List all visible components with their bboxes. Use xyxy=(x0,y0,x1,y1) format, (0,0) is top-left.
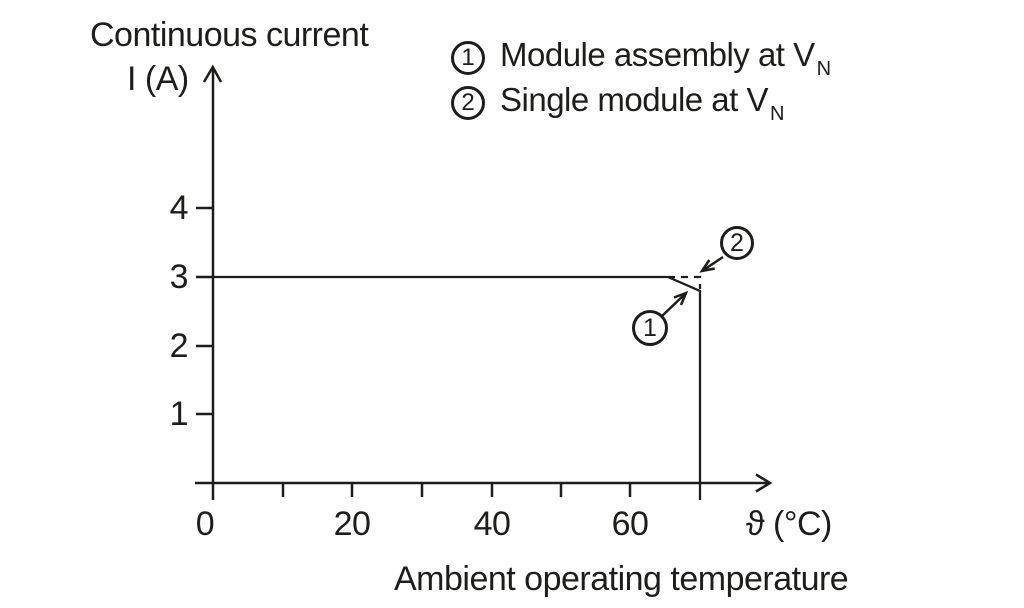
x-tick-label-0: 0 xyxy=(195,505,215,543)
x-axis-title: Ambient operating temperature xyxy=(394,560,849,598)
y-axis-title-line2: I (A) xyxy=(127,60,189,98)
x-tick-label-40: 40 xyxy=(473,505,511,543)
legend-label-subscript: N xyxy=(770,103,784,125)
y-axis xyxy=(196,64,223,500)
x-axis xyxy=(195,473,773,497)
curve-module-assembly xyxy=(213,275,702,500)
legend-label-text: Module assembly at V xyxy=(500,36,815,73)
legend-label-subscript: N xyxy=(816,58,831,80)
y-axis-title-line1: Continuous current xyxy=(90,16,369,54)
x-tick-label-60: 60 xyxy=(611,505,649,543)
x-axis-arrowhead xyxy=(755,473,773,493)
callout-2-marker: 2 xyxy=(720,226,754,260)
callout-1-arrow xyxy=(661,290,689,317)
callout-1-marker: 1 xyxy=(632,310,668,346)
curve-single-module-dashed xyxy=(668,275,702,289)
legend-marker-1-icon: 1 xyxy=(451,40,485,75)
legend-label-text: Single module at V xyxy=(500,81,769,118)
callout-1-arrowhead xyxy=(673,290,689,306)
callout-2-arrow xyxy=(699,255,724,273)
x-axis-unit-label: ϑ (°C) xyxy=(746,505,832,543)
x-tick-label-20: 20 xyxy=(333,505,371,543)
y-tick-label-2: 2 xyxy=(169,327,189,365)
y-tick-label-3: 3 xyxy=(169,258,189,296)
y-tick-label-1: 1 xyxy=(169,395,189,433)
y-axis-arrowhead xyxy=(202,64,223,83)
y-tick-label-4: 4 xyxy=(169,189,189,227)
legend-marker-2-icon: 2 xyxy=(451,85,485,120)
callout-2-arrowhead xyxy=(699,259,715,273)
